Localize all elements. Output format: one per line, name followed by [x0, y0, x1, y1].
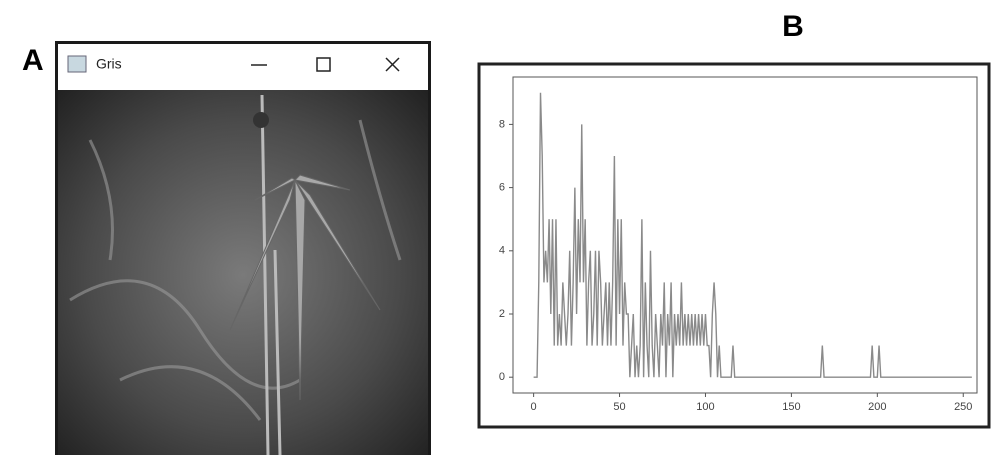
- x-tick-label: 150: [782, 401, 800, 413]
- app-icon: [68, 56, 86, 72]
- x-tick-label: 0: [531, 401, 537, 413]
- y-tick-label: 8: [499, 118, 505, 130]
- y-tick-label: 6: [499, 182, 505, 194]
- window: Gris: [55, 41, 431, 455]
- y-tick-label: 4: [499, 245, 505, 257]
- x-tick-label: 200: [868, 401, 886, 413]
- y-tick-label: 2: [499, 308, 505, 320]
- window-title: Gris: [96, 56, 122, 72]
- figure: A B Gris 0 2 4 6 8 0 50 100 150 200 250: [0, 0, 996, 455]
- y-tick-label: 0: [499, 371, 505, 383]
- page: A B Gris 02468050100150200250 (() => { c…: [0, 0, 996, 455]
- panel-label: A: [22, 44, 44, 77]
- plant-bud: [253, 112, 269, 128]
- x-tick-label: 50: [613, 401, 625, 413]
- x-tick-label: 100: [696, 401, 714, 413]
- x-tick-label: 250: [954, 401, 972, 413]
- panel-label: B: [782, 10, 804, 43]
